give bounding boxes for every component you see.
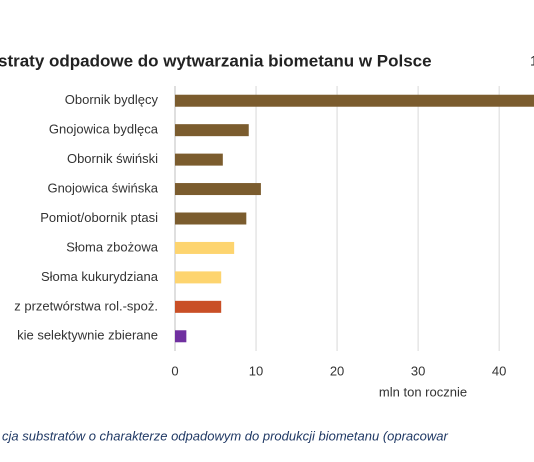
bar: [175, 94, 534, 107]
bar: [175, 153, 223, 166]
y-tick-label: Gnojowica bydlęca: [49, 122, 159, 137]
y-tick-label: Gnojowica świńska: [47, 180, 158, 195]
y-tick-label: Obornik bydlęcy: [65, 92, 159, 107]
bar: [175, 300, 222, 313]
bar: [175, 183, 261, 196]
y-tick-label: Pomiot/obornik ptasi: [40, 210, 158, 225]
bar: [175, 330, 187, 343]
bar: [175, 271, 222, 284]
y-tick-label: Słoma kukurydziana: [41, 269, 159, 284]
bar: [175, 124, 249, 137]
x-tick-label: 40: [492, 363, 506, 378]
x-tick-label: 0: [171, 363, 178, 378]
bar: [175, 212, 247, 225]
bar: [175, 241, 235, 254]
y-tick-label: Obornik świński: [67, 151, 158, 166]
y-tick-label: kie selektywnie zbierane: [17, 328, 158, 343]
y-tick-label: Słoma zbożowa: [66, 239, 159, 254]
y-tick-label: z przetwórstwa rol.-spoż.: [14, 298, 158, 313]
x-tick-label: 10: [249, 363, 263, 378]
x-axis-label: mln ton rocznie: [379, 384, 467, 399]
caption: cja substratów o charakterze odpadowym d…: [2, 428, 449, 443]
corner-text: 1: [530, 53, 534, 69]
x-tick-label: 30: [411, 363, 425, 378]
chart-title: straty odpadowe do wytwarzania biometanu…: [0, 51, 432, 70]
x-tick-label: 20: [330, 363, 344, 378]
